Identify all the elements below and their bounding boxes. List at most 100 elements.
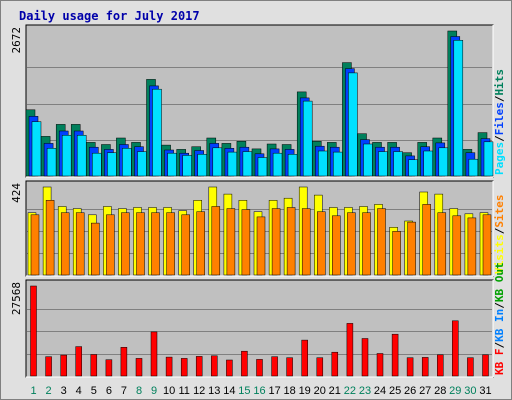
day-label-17: 17 bbox=[268, 385, 280, 397]
bar-sites-day-15 bbox=[241, 209, 251, 276]
day-label-10: 10 bbox=[163, 385, 175, 397]
bar-kb-f-day-6 bbox=[105, 359, 113, 377]
bar-pages-day-26 bbox=[408, 159, 418, 177]
bar-kb-f-day-15 bbox=[241, 350, 248, 377]
day-label-7: 7 bbox=[121, 385, 127, 397]
bar-kb-f-day-23 bbox=[361, 338, 369, 377]
day-label-12: 12 bbox=[193, 385, 205, 397]
bar-pages-day-14 bbox=[227, 151, 238, 177]
bar-sites-day-19 bbox=[301, 208, 311, 276]
day-label-20: 20 bbox=[314, 385, 326, 397]
bar-sites-day-27 bbox=[422, 204, 431, 276]
bar-kb-f-day-28 bbox=[437, 354, 444, 377]
bar-sites-day-26 bbox=[407, 221, 416, 276]
legend-entry: / bbox=[493, 95, 506, 102]
day-label-28: 28 bbox=[434, 385, 446, 397]
day-label-9: 9 bbox=[151, 385, 157, 397]
bar-kb-f-day-21 bbox=[331, 351, 339, 377]
bar-pages-day-31 bbox=[483, 141, 494, 177]
bar-kb-f-day-13 bbox=[211, 355, 218, 377]
bar-sites-day-28 bbox=[437, 212, 447, 276]
bar-pages-day-9 bbox=[152, 88, 162, 177]
day-label-22: 22 bbox=[344, 385, 356, 397]
day-label-8: 8 bbox=[136, 385, 142, 397]
day-label-16: 16 bbox=[253, 385, 265, 397]
bar-pages-day-3 bbox=[61, 135, 72, 177]
bar-sites-day-18 bbox=[286, 207, 296, 276]
legend-entry: Sites bbox=[493, 195, 506, 228]
bar-pages-day-6 bbox=[107, 152, 117, 177]
bar-kb-f-day-5 bbox=[90, 354, 98, 377]
bar-kb-f-day-7 bbox=[120, 347, 128, 377]
bar-kb-f-day-22 bbox=[346, 323, 354, 377]
bar-pages-day-1 bbox=[31, 121, 42, 177]
bar-pages-day-11 bbox=[182, 155, 192, 177]
bar-kb-f-day-4 bbox=[75, 346, 82, 377]
bar-pages-day-20 bbox=[318, 150, 328, 177]
bar-sites-day-5 bbox=[91, 222, 100, 276]
bar-sites-day-8 bbox=[136, 212, 145, 276]
bar-kb-f-day-30 bbox=[467, 357, 474, 377]
day-label-5: 5 bbox=[91, 385, 97, 397]
bar-sites-day-29 bbox=[452, 215, 462, 276]
bar-pages-day-12 bbox=[197, 154, 207, 177]
legend-2: Visits/Sites bbox=[493, 195, 506, 275]
bar-kb-f-day-26 bbox=[406, 357, 414, 377]
day-label-11: 11 bbox=[178, 385, 189, 397]
day-label-15: 15 bbox=[238, 385, 250, 397]
bar-pages-day-22 bbox=[348, 72, 358, 177]
bar-pages-day-17 bbox=[272, 152, 283, 177]
bar-kb-f-day-24 bbox=[376, 353, 384, 377]
bar-pages-day-24 bbox=[378, 151, 388, 177]
panel-3: 27568 KB F/KB In/KB Out bbox=[10, 262, 506, 378]
legend-1: Pages/Files/Hits bbox=[493, 69, 506, 175]
bar-pages-day-16 bbox=[257, 157, 268, 177]
bar-sites-day-17 bbox=[271, 208, 281, 276]
bar-pages-day-21 bbox=[333, 151, 343, 177]
bar-sites-day-25 bbox=[392, 231, 401, 276]
bar-kb-f-day-3 bbox=[60, 354, 67, 377]
bar-pages-day-10 bbox=[167, 152, 177, 177]
bar-sites-day-3 bbox=[60, 212, 70, 276]
bar-sites-day-4 bbox=[75, 212, 85, 276]
bar-sites-day-9 bbox=[151, 212, 160, 276]
panel-2: 424 Visits/Sites bbox=[10, 180, 506, 277]
bar-pages-day-28 bbox=[438, 147, 449, 177]
day-label-30: 30 bbox=[464, 385, 476, 397]
day-label-29: 29 bbox=[449, 385, 461, 397]
bar-sites-day-1 bbox=[30, 214, 40, 276]
legend-3: KB F/KB In/KB Out bbox=[493, 262, 506, 375]
day-label-25: 25 bbox=[389, 385, 401, 397]
chart-title: Daily usage for July 2017 bbox=[19, 9, 200, 23]
bar-kb-f-day-2 bbox=[45, 356, 52, 377]
bar-sites-day-12 bbox=[196, 211, 205, 276]
bar-kb-f-day-31 bbox=[482, 354, 489, 377]
y-max-label: 27568 bbox=[10, 282, 23, 315]
bar-sites-day-24 bbox=[377, 208, 386, 276]
bar-kb-f-day-14 bbox=[226, 359, 233, 377]
day-label-1: 1 bbox=[30, 385, 36, 397]
bar-sites-day-16 bbox=[256, 216, 266, 276]
bar-sites-day-31 bbox=[482, 214, 492, 276]
bar-kb-f-day-16 bbox=[256, 359, 263, 377]
bar-sites-day-23 bbox=[362, 212, 371, 276]
bar-pages-day-15 bbox=[242, 151, 253, 177]
bar-pages-day-7 bbox=[122, 148, 132, 177]
bar-sites-day-10 bbox=[166, 212, 175, 276]
day-label-4: 4 bbox=[76, 385, 82, 397]
bar-pages-day-25 bbox=[393, 151, 403, 177]
legend-entry: / bbox=[493, 135, 506, 142]
day-label-21: 21 bbox=[329, 385, 341, 397]
day-label-18: 18 bbox=[283, 385, 295, 397]
legend-entry: Visits bbox=[493, 234, 506, 274]
legend-entry: / bbox=[493, 227, 506, 234]
day-label-23: 23 bbox=[359, 385, 371, 397]
bar-pages-day-4 bbox=[76, 135, 87, 177]
day-label-31: 31 bbox=[479, 385, 491, 397]
legend-entry: Hits bbox=[493, 69, 506, 96]
bar-kb-f-day-10 bbox=[165, 356, 173, 377]
bar-kb-f-day-1 bbox=[30, 285, 37, 377]
bar-pages-day-8 bbox=[137, 151, 147, 177]
